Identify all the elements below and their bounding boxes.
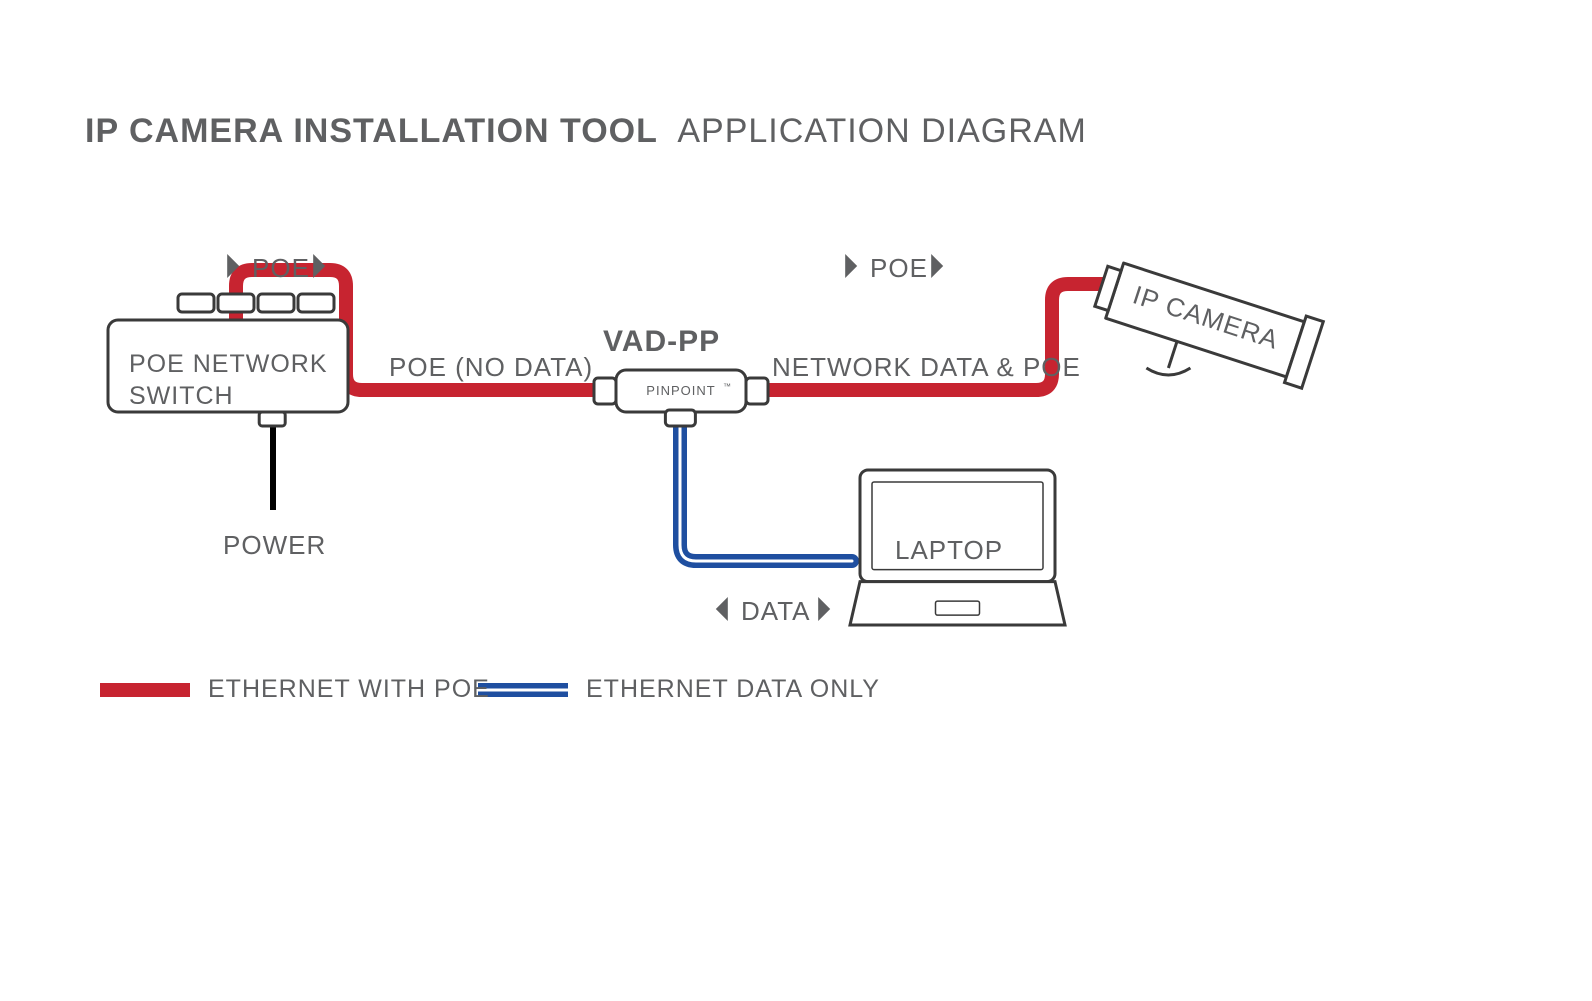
svg-text:PINPOINT: PINPOINT [646, 383, 715, 398]
svg-text:™: ™ [723, 382, 731, 391]
label-poe-no-data: POE (NO DATA) [389, 352, 593, 383]
label-switch-line1: POE NETWORK [129, 350, 328, 379]
legend-label-poe: ETHERNET WITH POE [208, 675, 490, 704]
title-light: APPLICATION DIAGRAM [677, 112, 1086, 150]
label-laptop: LAPTOP [895, 535, 1003, 566]
vadpp-device: PINPOINT ™ [594, 370, 768, 426]
ip-camera-device: IP CAMERA [1095, 263, 1324, 388]
cable-ethernet-data-outer [680, 410, 852, 561]
label-vadpp: VAD-PP [603, 325, 720, 359]
legend-label-data: ETHERNET DATA ONLY [586, 675, 880, 704]
label-power: POWER [223, 530, 326, 561]
label-poe-right: POE [870, 253, 928, 284]
label-data: DATA [741, 596, 810, 627]
label-switch-line2: SWITCH [129, 382, 234, 411]
label-poe-left: POE [252, 253, 310, 284]
label-net-data-poe: NETWORK DATA & POE [772, 352, 1081, 383]
cable-ethernet-data-inner [680, 410, 852, 561]
page-title: IP CAMERA INSTALLATION TOOL APPLICATION … [85, 112, 1087, 151]
title-bold: IP CAMERA INSTALLATION TOOL [85, 112, 658, 150]
